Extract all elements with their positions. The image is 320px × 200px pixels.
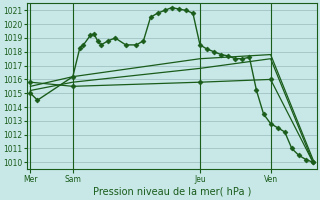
X-axis label: Pression niveau de la mer( hPa ): Pression niveau de la mer( hPa ) xyxy=(92,187,251,197)
